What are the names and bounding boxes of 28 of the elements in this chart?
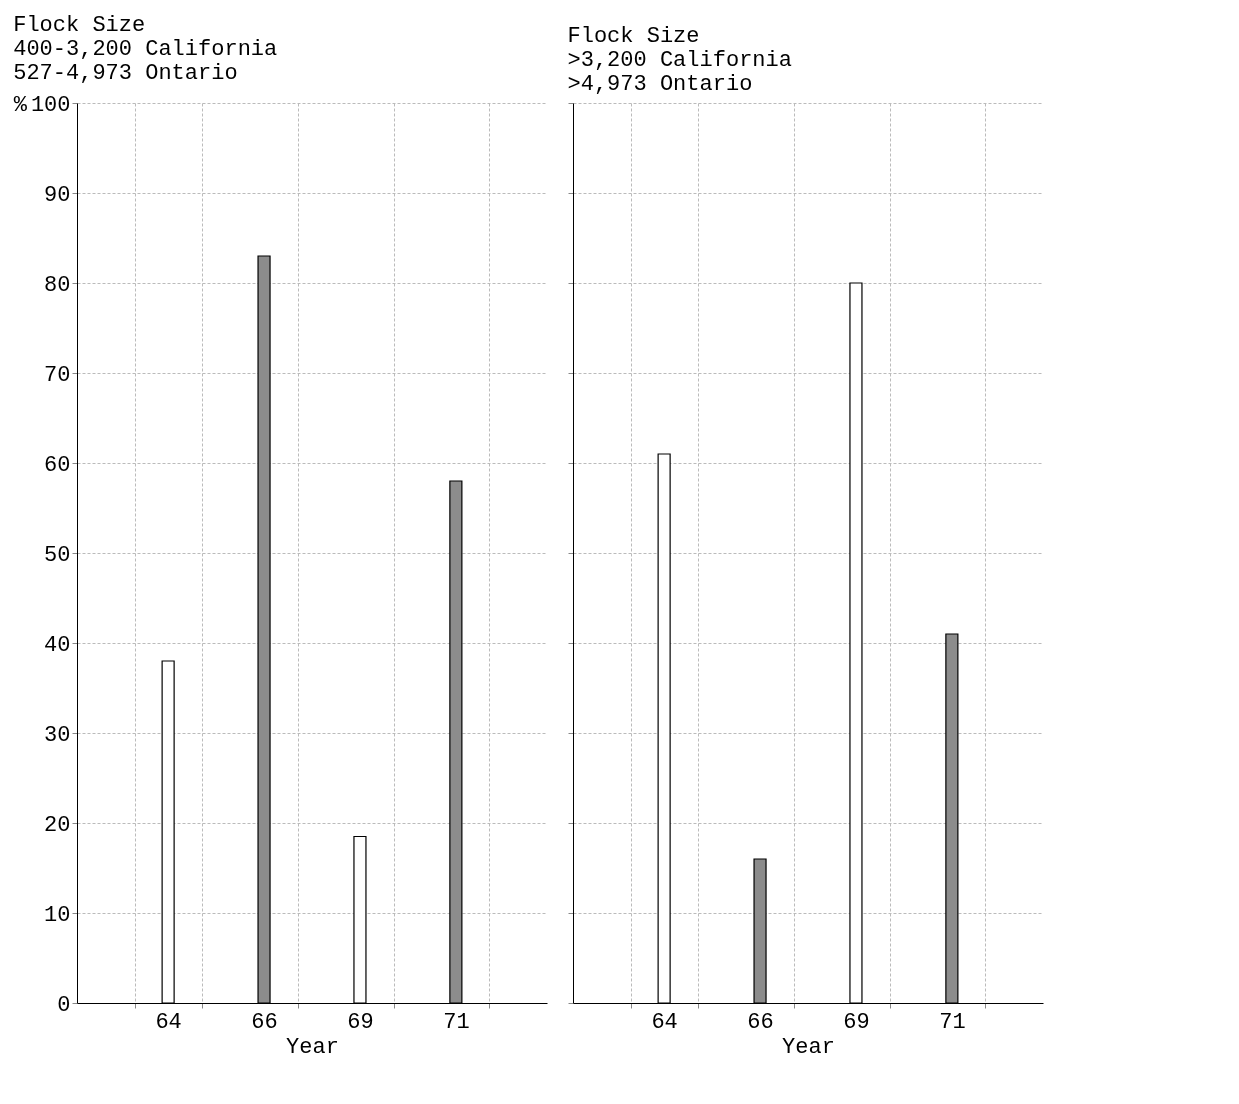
x-tick-label: 64 — [651, 1009, 678, 1035]
y-tick-label: 20 — [44, 812, 71, 838]
text: 400-3,200 California — [13, 37, 278, 62]
x-tick-label: 66 — [747, 1009, 774, 1035]
x-tick-label: 71 — [443, 1009, 470, 1035]
y-tick-label: 0 — [57, 992, 71, 1018]
x-tick-label: 66 — [251, 1009, 278, 1035]
y-tick-label: 40 — [44, 632, 71, 658]
x-tick-label: 71 — [939, 1009, 966, 1035]
text: Flock Size — [13, 13, 146, 38]
y-tick-label: 70 — [44, 362, 71, 388]
y-tick-label: 30 — [44, 722, 71, 748]
x-axis-title: Year — [782, 1034, 835, 1060]
text: >4,973 Ontario — [567, 71, 753, 97]
y-tick-label: 10 — [44, 902, 71, 928]
text: 527-4,973 Ontario — [13, 61, 238, 86]
text: Flock Size — [567, 23, 700, 49]
y-tick-label: 100 — [30, 92, 71, 118]
y-tick-label: 50 — [44, 542, 71, 568]
y-tick-label: 60 — [44, 452, 71, 478]
x-tick-label: 69 — [347, 1009, 374, 1035]
x-axis-title: Year — [286, 1034, 339, 1060]
y-tick-label: 80 — [44, 272, 71, 298]
y-tick-label: 90 — [44, 182, 71, 208]
x-tick-label: 64 — [155, 1009, 182, 1035]
y-axis-title: % — [13, 92, 28, 118]
x-tick-label: 69 — [843, 1009, 870, 1035]
text: >3,200 California — [567, 47, 792, 73]
